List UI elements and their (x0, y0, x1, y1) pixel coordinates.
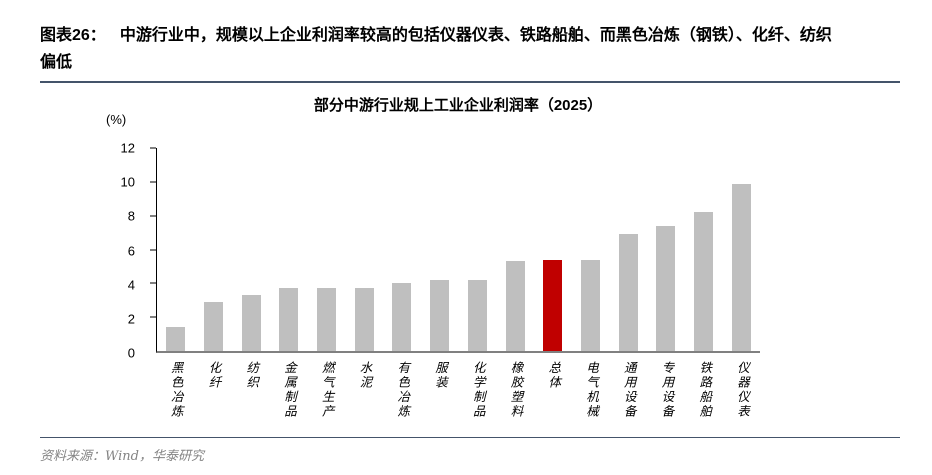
source-divider (40, 437, 900, 438)
y-tick-mark (150, 147, 156, 149)
x-axis-label: 化学制品 (470, 361, 486, 419)
bar-slot (232, 148, 270, 351)
figure-caption-line1: 中游行业中，规模以上企业利润率较高的包括仪器仪表、铁路船舶、而黑色冶炼（钢铁）、… (119, 27, 832, 44)
x-axis-label: 总体 (546, 361, 562, 390)
y-tick-label: 12 (120, 140, 135, 156)
x-axis-label: 水泥 (357, 361, 373, 390)
x-label-slot: 化学制品 (459, 361, 497, 419)
y-tick-label: 2 (127, 311, 135, 327)
bar-通用设备 (618, 234, 638, 351)
x-axis-label: 橡胶塑料 (508, 361, 524, 419)
x-label-slot: 总体 (535, 361, 573, 419)
figure-caption-line2: 偏低 (40, 54, 73, 71)
bar-金属制品 (279, 288, 299, 351)
x-label-slot: 铁路船舶 (686, 361, 724, 419)
y-tick-mark (150, 215, 156, 217)
y-axis-unit-label: (%) (106, 112, 127, 127)
bar-slot (308, 148, 346, 351)
bar-slot (270, 148, 308, 351)
chart-title: 部分中游行业规上工业企业利润率（2025） (313, 97, 603, 114)
x-axis-label: 燃气生产 (319, 361, 335, 419)
x-label-slot: 仪器仪表 (723, 361, 761, 419)
x-axis-label: 黑色冶炼 (168, 361, 184, 419)
figure-caption-number: 图表26： (40, 27, 106, 44)
x-axis-label: 有色冶炼 (395, 361, 411, 419)
x-axis-label: 铁路船舶 (697, 361, 713, 419)
bar-slot (722, 148, 760, 351)
bar-总体 (543, 259, 563, 351)
y-tick-label: 8 (127, 208, 135, 224)
bar-slot (534, 148, 572, 351)
bar-slot (345, 148, 383, 351)
x-label-slot: 橡胶塑料 (497, 361, 535, 419)
bar-化纤 (204, 301, 224, 351)
bars-row (157, 148, 760, 351)
y-axis: 0 2 4 6 8 10 12 (100, 142, 145, 360)
bar-slot (647, 148, 685, 351)
bar-有色冶炼 (392, 283, 412, 351)
bar-专用设备 (656, 225, 676, 351)
bar-slot (572, 148, 610, 351)
bar-slot (421, 148, 459, 351)
y-tick-label: 0 (127, 345, 135, 361)
y-tick-label: 10 (120, 174, 135, 190)
bar-黑色冶炼 (166, 327, 186, 351)
y-tick-label: 4 (127, 277, 135, 293)
x-label-slot: 通用设备 (610, 361, 648, 419)
x-axis-label: 纺织 (244, 361, 260, 390)
x-label-slot: 燃气生产 (308, 361, 346, 419)
bar-纺织 (241, 295, 261, 351)
header-divider (40, 81, 900, 83)
x-axis-label: 仪器仪表 (735, 361, 750, 419)
x-axis-label: 通用设备 (621, 361, 637, 419)
x-label-slot: 纺织 (233, 361, 271, 419)
y-tick-mark (150, 316, 156, 318)
bar-仪器仪表 (731, 183, 751, 351)
x-axis-label: 专用设备 (659, 361, 675, 419)
bar-燃气生产 (317, 288, 337, 351)
figure-caption: 图表26： 中游行业中，规模以上企业利润率较高的包括仪器仪表、铁路船舶、而黑色冶炼… (40, 22, 900, 76)
x-label-slot: 水泥 (346, 361, 384, 419)
x-label-slot: 专用设备 (648, 361, 686, 419)
x-label-slot: 化纤 (195, 361, 233, 419)
bar-slot (195, 148, 233, 351)
source-note: 资料来源：Wind，华泰研究 (40, 449, 204, 464)
y-tick-mark (150, 249, 156, 250)
bar-slot (459, 148, 497, 351)
x-axis-label: 电气机械 (584, 361, 599, 419)
bar-水泥 (354, 288, 374, 351)
x-label-slot: 黑色冶炼 (157, 361, 195, 419)
bar-服装 (430, 279, 450, 351)
x-axis-labels: 黑色冶炼 化纤 纺织 金属制品 燃气生产 水泥 有色冶炼 服装 化学制品 橡胶塑料 总体 电气机械 通用… (157, 361, 761, 419)
bar-slot (157, 148, 195, 351)
y-tick-label: 6 (127, 243, 135, 258)
bar-橡胶塑料 (505, 261, 525, 351)
x-label-slot: 有色冶炼 (384, 361, 422, 419)
x-axis-label: 服装 (433, 361, 448, 390)
bar-slot (685, 148, 723, 351)
bar-电气机械 (580, 259, 600, 351)
x-axis-label: 化纤 (206, 361, 222, 390)
bar-铁路船舶 (693, 212, 713, 351)
x-label-slot: 服装 (421, 361, 459, 419)
x-axis-label: 金属制品 (282, 361, 297, 419)
y-tick-mark (150, 181, 156, 183)
x-label-slot: 电气机械 (572, 361, 610, 419)
bar-slot (383, 148, 421, 351)
plot-area (150, 147, 760, 353)
x-label-slot: 金属制品 (270, 361, 308, 419)
y-tick-mark (150, 282, 156, 284)
bar-化学制品 (467, 279, 487, 351)
bar-slot (496, 148, 534, 351)
bar-slot (609, 148, 647, 351)
